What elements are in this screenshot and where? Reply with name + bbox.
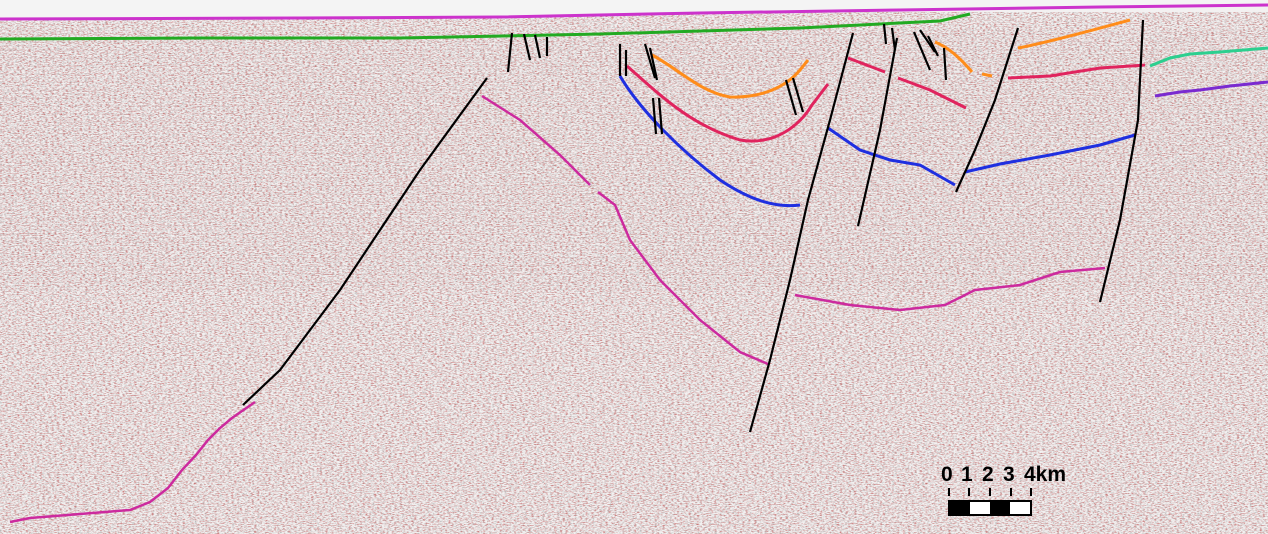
fault-small-17 bbox=[927, 35, 939, 57]
water-column bbox=[0, 0, 1268, 19]
fault-small-2 bbox=[522, 33, 532, 61]
fault-small-7 bbox=[643, 43, 657, 79]
deep-magenta-horizon-basal bbox=[9, 400, 256, 524]
fault-center-2 bbox=[856, 37, 899, 227]
scale-ticks bbox=[948, 488, 1032, 496]
fault-small-14 bbox=[890, 27, 897, 51]
green-horizon bbox=[0, 12, 971, 41]
fault-east-1 bbox=[954, 27, 1020, 193]
scale-tick bbox=[1010, 488, 1012, 496]
scale-segment-white bbox=[1010, 502, 1030, 514]
scale-label-2: 2 bbox=[982, 463, 994, 486]
scale-tick bbox=[948, 488, 950, 496]
fault-small-15 bbox=[912, 31, 932, 71]
orange-horizon-west bbox=[651, 53, 810, 99]
deep-magenta-horizon-east bbox=[794, 266, 1106, 312]
orange-horizon-east bbox=[934, 18, 1131, 78]
fault-small-8 bbox=[648, 47, 659, 81]
fault-small-18 bbox=[942, 47, 948, 81]
blue-horizon-east bbox=[827, 126, 1136, 187]
fault-small-3 bbox=[533, 34, 542, 59]
scale-label-3: 3 bbox=[1003, 463, 1015, 486]
seafloor-horizon bbox=[0, 3, 1268, 21]
fault-small-13 bbox=[882, 23, 888, 45]
fault-east-2 bbox=[1098, 19, 1145, 303]
fault-small-12 bbox=[791, 77, 805, 113]
red-horizon-east bbox=[847, 56, 1146, 110]
fault-small-11 bbox=[784, 79, 798, 116]
fault-small-9 bbox=[651, 97, 658, 135]
scale-tick bbox=[1030, 488, 1032, 496]
fault-small-1 bbox=[506, 32, 514, 73]
scale-tick bbox=[989, 488, 991, 496]
scale-segment-black bbox=[990, 502, 1010, 514]
layer-texture bbox=[0, 30, 1268, 290]
scale-segment-white bbox=[970, 502, 990, 514]
scale-bar: 0 1 2 3 4km bbox=[938, 462, 1078, 522]
fault-small-10 bbox=[657, 97, 664, 135]
teal-horizon bbox=[1149, 46, 1268, 68]
fault-small-16 bbox=[919, 29, 936, 53]
scale-tick bbox=[968, 488, 970, 496]
scale-label-0: 0 bbox=[941, 463, 953, 486]
faults bbox=[242, 19, 1145, 433]
red-horizon-west bbox=[626, 64, 830, 143]
fault-main-center bbox=[748, 32, 855, 433]
scale-label-1: 1 bbox=[961, 463, 973, 486]
scale-label-4km: 4km bbox=[1024, 463, 1067, 486]
blue-horizon-west bbox=[618, 75, 801, 208]
purple-horizon bbox=[1154, 80, 1268, 98]
deep-magenta-horizon-west bbox=[481, 94, 769, 366]
fault-major-west bbox=[242, 77, 488, 406]
scale-segment-black bbox=[950, 502, 970, 514]
scale-blocks bbox=[948, 500, 1032, 516]
